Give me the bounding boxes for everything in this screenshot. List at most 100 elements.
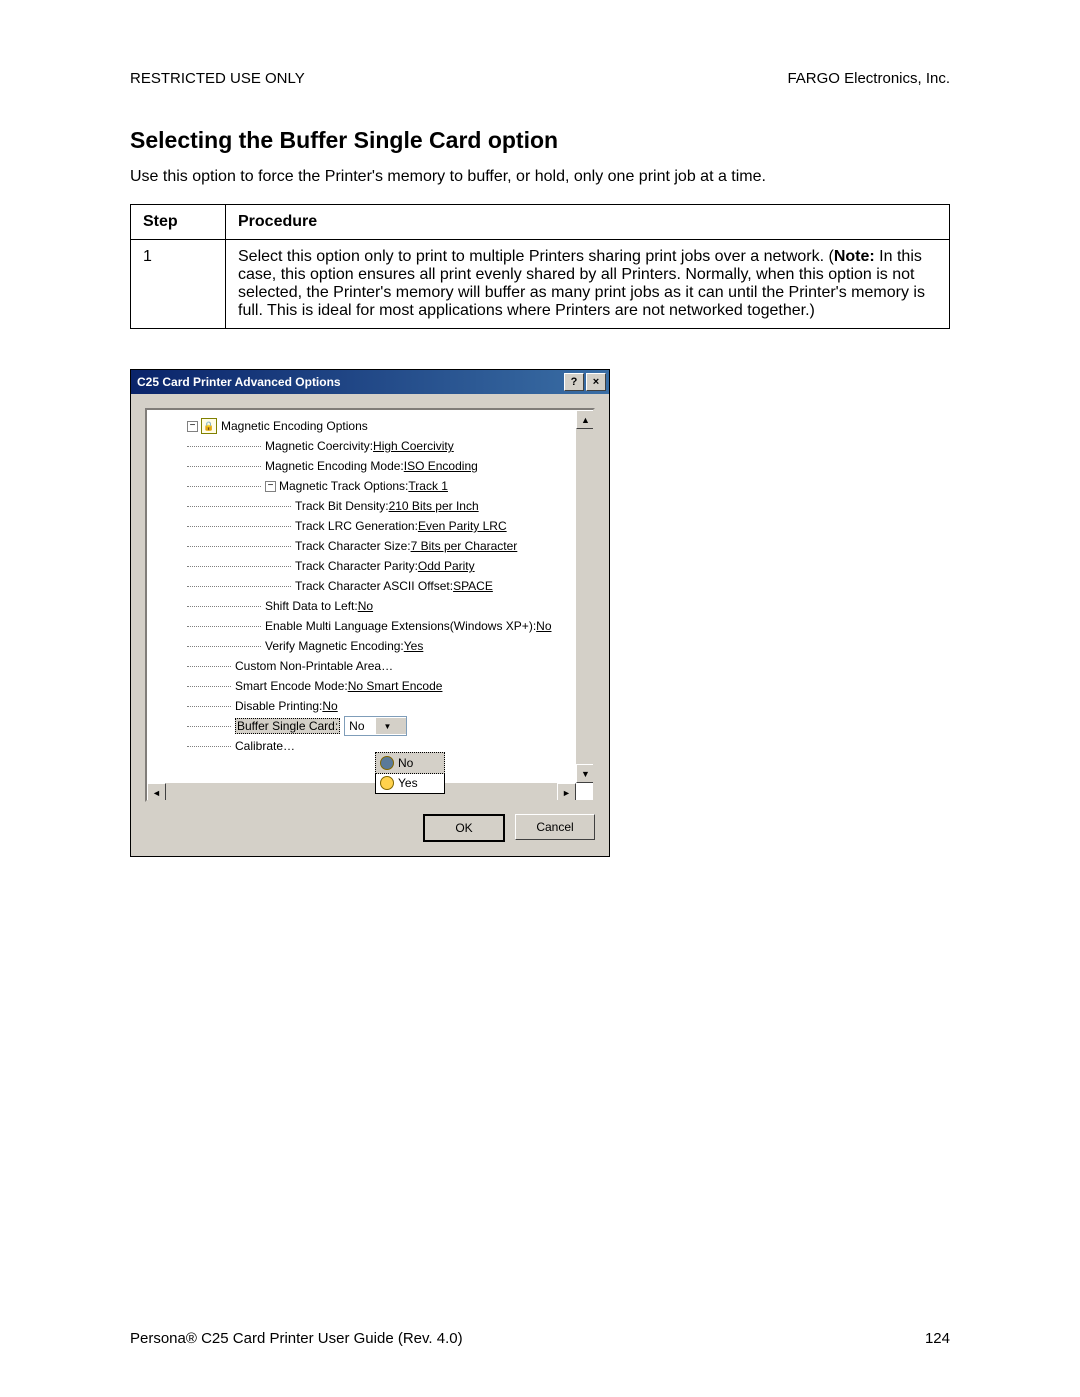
tree-item[interactable]: Shift Data to Left: No [151,596,572,616]
cancel-label: Cancel [536,820,573,834]
dropdown-option-yes[interactable]: Yes [376,773,444,793]
page-footer: Persona® C25 Card Printer User Guide (Re… [130,1330,950,1347]
tree-item[interactable]: −Magnetic Track Options: Track 1 [151,476,572,496]
tree-item[interactable]: Track Character Parity: Odd Parity [151,556,572,576]
advanced-options-dialog: C25 Card Printer Advanced Options ? × − … [130,369,610,857]
scroll-left-button[interactable]: ◄ [147,783,166,802]
tree-connector [187,705,231,707]
tree-item-value[interactable]: Track 1 [408,479,448,493]
vertical-scrollbar[interactable]: ▲ ▼ [576,410,593,783]
tree-connector [187,465,261,467]
dropdown-option-no[interactable]: No [375,752,445,774]
dialog-title: C25 Card Printer Advanced Options [137,375,341,389]
tree-connector [187,485,261,487]
tree-item[interactable]: Track Bit Density: 210 Bits per Inch [151,496,572,516]
dialog-container: C25 Card Printer Advanced Options ? × − … [130,369,950,857]
help-button[interactable]: ? [564,373,584,391]
tree-item-label: Track Character Size: [295,539,411,553]
tree-item-value[interactable]: Odd Parity [418,559,475,573]
th-procedure: Procedure [226,205,950,240]
tree-item[interactable]: Track LRC Generation: Even Parity LRC [151,516,572,536]
step-number: 1 [131,240,226,329]
th-step: Step [131,205,226,240]
note-label: Note: [834,248,875,265]
tree-item-value[interactable]: No [536,619,551,633]
tree-item-label: Track Character Parity: [295,559,418,573]
dd-label-yes: Yes [398,776,418,790]
titlebar-buttons: ? × [564,373,606,391]
tree-item-value[interactable]: Even Parity LRC [418,519,507,533]
tree-item[interactable]: Enable Multi Language Extensions(Windows… [151,616,572,636]
tree-item-value[interactable]: 7 Bits per Character [411,539,518,553]
scroll-down-button[interactable]: ▼ [576,764,595,783]
tree-item-value[interactable]: SPACE [453,579,493,593]
tree-item-value[interactable]: ISO Encoding [404,459,478,473]
tree-connector [187,605,261,607]
tree-item-label: Smart Encode Mode: [235,679,348,693]
scroll-right-button[interactable]: ► [557,783,576,802]
tree-item[interactable]: Verify Magnetic Encoding: Yes [151,636,572,656]
tree-item-label: Track LRC Generation: [295,519,418,533]
cancel-button[interactable]: Cancel [515,814,595,840]
tree-item-value[interactable]: Yes [404,639,424,653]
tree-connector [187,525,291,527]
document-page: RESTRICTED USE ONLY FARGO Electronics, I… [0,0,1080,857]
header-left: RESTRICTED USE ONLY [130,70,305,87]
tree-item-label: Buffer Single Card: [235,718,340,734]
dd-label-no: No [398,756,413,770]
tree-item[interactable]: Magnetic Encoding Mode: ISO Encoding [151,456,572,476]
tree-item-value[interactable]: 210 Bits per Inch [389,499,479,513]
procedure-table: Step Procedure 1 Select this option only… [130,204,950,329]
tree-item-label: Enable Multi Language Extensions(Windows… [265,619,536,633]
combo-value: No [345,719,374,733]
tree-connector [187,445,261,447]
collapse-icon[interactable]: − [265,481,276,492]
footer-left: Persona® C25 Card Printer User Guide (Re… [130,1330,463,1347]
section-title: Selecting the Buffer Single Card option [130,127,950,154]
tree-item[interactable]: Custom Non-Printable Area… [151,656,572,676]
header-right: FARGO Electronics, Inc. [787,70,950,87]
tree-item-label: Shift Data to Left: [265,599,358,613]
tree-item-label: Track Character ASCII Offset: [295,579,453,593]
close-button[interactable]: × [586,373,606,391]
tree-item-value[interactable]: High Coercivity [373,439,454,453]
buffer-dropdown-list[interactable]: No Yes [375,752,445,794]
tree-root[interactable]: − 🔒 Magnetic Encoding Options [151,416,572,436]
lock-icon: 🔒 [201,418,217,434]
tree-item-label: Custom Non-Printable Area… [235,659,393,673]
tree-item[interactable]: Magnetic Coercivity: High Coercivity [151,436,572,456]
tree-item[interactable]: Disable Printing: No [151,696,572,716]
tree-item-value[interactable]: No [358,599,373,613]
ok-button[interactable]: OK [423,814,505,842]
bulb-on-icon [380,776,394,790]
tree-item[interactable]: Smart Encode Mode: No Smart Encode [151,676,572,696]
tree-connector [187,665,231,667]
tree-item[interactable]: Calibrate… [151,736,572,756]
page-header: RESTRICTED USE ONLY FARGO Electronics, I… [130,70,950,87]
tree-connector [187,505,291,507]
tree-connector [187,585,291,587]
tree-connector [187,725,231,727]
tree-item[interactable]: Buffer Single Card:No▼ [151,716,572,736]
dialog-button-row: OK Cancel [145,814,595,842]
tree-item[interactable]: Track Character Size: 7 Bits per Charact… [151,536,572,556]
tree-item-value[interactable]: No [322,699,337,713]
titlebar[interactable]: C25 Card Printer Advanced Options ? × [131,370,609,394]
tree-item-value[interactable]: No Smart Encode [348,679,443,693]
dialog-body: − 🔒 Magnetic Encoding Options Magnetic C… [131,394,609,856]
intro-text: Use this option to force the Printer's m… [130,168,950,186]
tree-content: − 🔒 Magnetic Encoding Options Magnetic C… [147,410,576,783]
tree-root-label: Magnetic Encoding Options [221,419,368,433]
tree-item[interactable]: Track Character ASCII Offset: SPACE [151,576,572,596]
buffer-single-card-combo[interactable]: No▼ [344,716,406,736]
tree-view[interactable]: − 🔒 Magnetic Encoding Options Magnetic C… [145,408,595,802]
scroll-up-button[interactable]: ▲ [576,410,595,429]
chevron-down-icon[interactable]: ▼ [375,718,406,734]
tree-item-label: Disable Printing: [235,699,322,713]
horizontal-scrollbar[interactable]: ◄ ► [147,783,576,800]
tree-connector [187,745,231,747]
tree-connector [187,625,261,627]
collapse-icon[interactable]: − [187,421,198,432]
tree-connector [187,645,261,647]
tree-item-label: Verify Magnetic Encoding: [265,639,404,653]
